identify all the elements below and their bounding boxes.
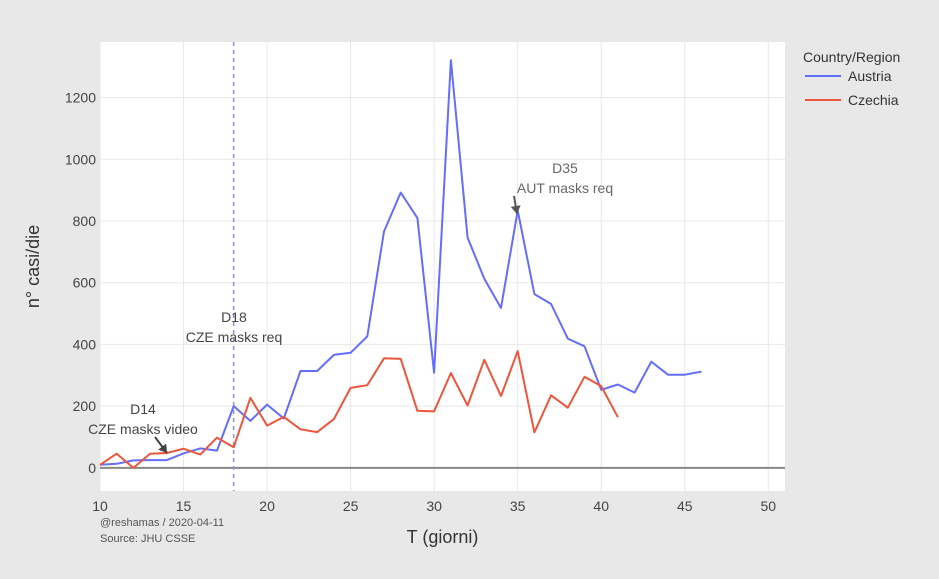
x-tick-label: 10 — [92, 498, 108, 514]
footnote-source: Source: JHU CSSE — [100, 533, 195, 545]
annotation-d35-line-1: AUT masks req — [517, 180, 613, 196]
y-tick-label: 400 — [73, 336, 97, 352]
x-tick-label: 45 — [677, 498, 693, 514]
y-tick-label: 1200 — [65, 90, 96, 106]
x-tick-label: 35 — [510, 498, 526, 514]
y-axis-title: n° casi/die — [23, 225, 43, 308]
y-tick-label: 600 — [73, 275, 97, 291]
y-tick-label: 1000 — [65, 151, 96, 167]
x-tick-label: 50 — [761, 498, 777, 514]
x-tick-label: 25 — [343, 498, 359, 514]
series-line-austria[interactable] — [99, 59, 702, 466]
annotation-layer: D14 CZE masks video D18 CZE masks req D35 AUT… — [88, 160, 613, 454]
series-line-czechia[interactable] — [99, 350, 619, 469]
annotation-d35-line-0: D35 — [552, 160, 578, 176]
y-tick-label: 800 — [73, 213, 97, 229]
legend-label-czechia[interactable]: Czechia — [848, 92, 899, 108]
tick-layer: 10 15 20 25 30 35 40 45 50 0 200 400 600 800 1000 1200 — [65, 90, 776, 514]
series-layer — [99, 59, 702, 469]
annotation-arrowhead-d35 — [510, 205, 521, 214]
annotation-d14-line-0: D14 — [130, 401, 156, 417]
x-tick-label: 40 — [593, 498, 609, 514]
annotation-arrowhead-d14 — [158, 443, 167, 453]
footnote-author: @reshamas / 2020-04-11 — [100, 517, 224, 529]
x-axis-title: T (giorni) — [407, 527, 479, 547]
x-tick-label: 30 — [426, 498, 442, 514]
legend-title: Country/Region — [803, 49, 900, 65]
x-tick-label: 20 — [259, 498, 275, 514]
legend-label-austria[interactable]: Austria — [848, 68, 892, 84]
legend: Country/Region Austria Czechia — [803, 49, 900, 108]
x-tick-label: 15 — [176, 498, 192, 514]
y-tick-label: 0 — [88, 460, 96, 476]
plot-area — [100, 42, 785, 491]
annotation-d18-line-1: CZE masks req — [186, 329, 282, 345]
annotation-d14-line-1: CZE masks video — [88, 421, 198, 437]
annotation-d18-line-0: D18 — [221, 309, 247, 325]
y-tick-label: 200 — [73, 398, 97, 414]
